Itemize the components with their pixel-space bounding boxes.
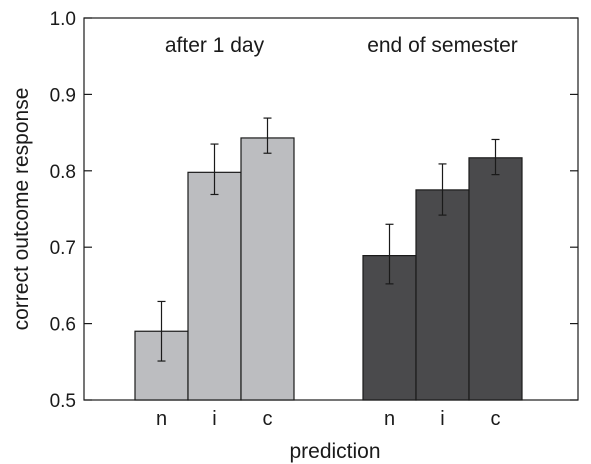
- error-bars: [157, 117, 500, 362]
- category-label: c: [263, 408, 273, 430]
- plot-frame: [83, 17, 579, 401]
- bar: [468, 157, 523, 401]
- bars: [134, 137, 523, 401]
- y-tick-label: 1.0: [50, 9, 76, 30]
- bar: [415, 189, 470, 401]
- y-tick-label: 0.6: [50, 315, 76, 336]
- category-label: i: [440, 408, 444, 430]
- y-tick-label: 0.8: [50, 162, 76, 183]
- y-tick-label: 0.9: [50, 85, 76, 106]
- y-axis-label: correct outcome response: [10, 88, 33, 331]
- category-label: c: [491, 408, 501, 430]
- y-tick-label: 0.5: [50, 391, 76, 412]
- bar: [240, 137, 295, 401]
- group-label: end of semester: [367, 34, 518, 57]
- group-label: after 1 day: [165, 34, 265, 57]
- y-tick-label: 0.7: [50, 238, 76, 259]
- labels: 0.5 0.6 0.7 0.8 0.9 1.0 n i c after 1 day n i c end o…: [10, 9, 518, 463]
- category-label: i: [212, 408, 216, 430]
- bar: [187, 171, 242, 401]
- category-label: n: [156, 408, 167, 430]
- x-axis-label: prediction: [289, 440, 380, 463]
- category-label: n: [384, 408, 395, 430]
